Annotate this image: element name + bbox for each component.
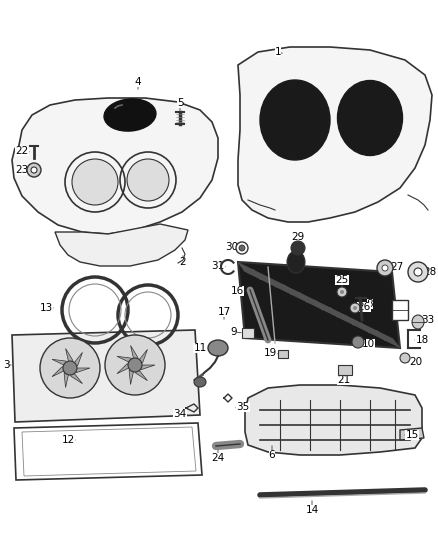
Polygon shape [70, 368, 82, 384]
Text: 35: 35 [237, 402, 250, 412]
Circle shape [353, 306, 357, 310]
Polygon shape [392, 300, 408, 320]
Polygon shape [400, 428, 424, 440]
Circle shape [63, 361, 77, 375]
Polygon shape [238, 262, 400, 348]
Text: 23: 23 [15, 165, 28, 175]
Text: 17: 17 [217, 307, 231, 317]
Ellipse shape [291, 241, 305, 255]
Text: 14: 14 [305, 505, 318, 515]
Circle shape [400, 353, 410, 363]
Circle shape [128, 358, 142, 372]
Text: 32: 32 [397, 300, 411, 310]
Ellipse shape [260, 80, 330, 160]
Ellipse shape [412, 315, 424, 329]
Ellipse shape [194, 377, 206, 387]
Text: 7: 7 [295, 251, 301, 261]
Polygon shape [70, 352, 82, 368]
Text: 16: 16 [230, 286, 244, 296]
Text: 4: 4 [135, 77, 141, 87]
Ellipse shape [287, 251, 305, 273]
Text: 20: 20 [410, 357, 423, 367]
Polygon shape [135, 349, 148, 365]
Polygon shape [131, 345, 138, 365]
Text: 28: 28 [424, 267, 437, 277]
Bar [278, 350, 288, 358]
Text: 31: 31 [212, 261, 225, 271]
Circle shape [31, 167, 37, 173]
Text: 10: 10 [361, 339, 374, 349]
Ellipse shape [338, 80, 403, 156]
Polygon shape [12, 98, 218, 234]
Polygon shape [66, 349, 73, 368]
Text: 11: 11 [193, 343, 207, 353]
Text: 9: 9 [231, 327, 237, 337]
Circle shape [350, 303, 360, 313]
Text: 1: 1 [275, 47, 281, 57]
Polygon shape [22, 427, 196, 476]
Polygon shape [129, 365, 135, 384]
Circle shape [382, 265, 388, 271]
Text: 18: 18 [415, 335, 429, 345]
Polygon shape [12, 330, 200, 422]
Text: 22: 22 [15, 146, 28, 156]
Circle shape [40, 338, 100, 398]
Polygon shape [52, 367, 70, 377]
Circle shape [27, 163, 41, 177]
Text: 25: 25 [336, 275, 349, 285]
Circle shape [127, 159, 169, 201]
Circle shape [105, 335, 165, 395]
Circle shape [72, 159, 118, 205]
Text: 2: 2 [180, 257, 186, 267]
Text: 6: 6 [268, 450, 276, 460]
Bar [338, 365, 352, 375]
Polygon shape [52, 359, 70, 368]
Circle shape [377, 260, 393, 276]
Bar [242, 328, 254, 338]
Polygon shape [238, 47, 432, 222]
Ellipse shape [208, 340, 228, 356]
Text: 8: 8 [367, 299, 373, 309]
Text: 27: 27 [390, 262, 404, 272]
Circle shape [352, 336, 364, 348]
Text: 33: 33 [421, 315, 434, 325]
Polygon shape [135, 365, 155, 369]
Circle shape [236, 242, 248, 254]
Text: 5: 5 [177, 98, 184, 108]
Ellipse shape [104, 99, 156, 131]
Text: 30: 30 [226, 242, 239, 252]
Polygon shape [245, 385, 422, 455]
Text: 21: 21 [337, 375, 351, 385]
Circle shape [414, 268, 422, 276]
Text: 13: 13 [39, 303, 53, 313]
Text: 15: 15 [406, 430, 419, 440]
Text: 12: 12 [61, 435, 74, 445]
Circle shape [340, 290, 344, 294]
Text: 26: 26 [357, 302, 371, 312]
Circle shape [337, 287, 347, 297]
Polygon shape [117, 357, 135, 365]
Circle shape [239, 245, 245, 251]
Polygon shape [70, 368, 90, 373]
Text: 24: 24 [212, 453, 225, 463]
Polygon shape [135, 365, 148, 381]
Polygon shape [14, 423, 202, 480]
Text: 29: 29 [291, 232, 304, 242]
Text: 3: 3 [3, 360, 9, 370]
Polygon shape [117, 364, 135, 374]
Text: 34: 34 [173, 409, 187, 419]
Polygon shape [64, 368, 70, 387]
Text: 19: 19 [263, 348, 277, 358]
Circle shape [408, 262, 428, 282]
Polygon shape [55, 224, 188, 266]
